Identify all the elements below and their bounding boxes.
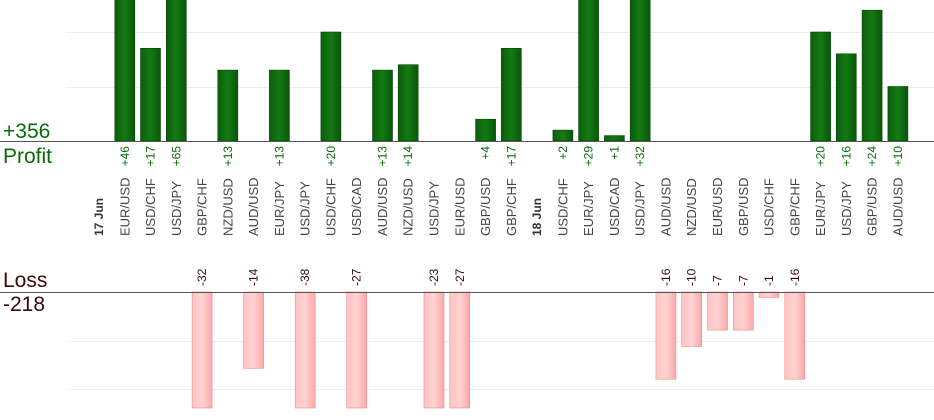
category-label: USD/CHF	[323, 178, 338, 236]
date-label: 17 Jun	[92, 198, 106, 236]
profit-bar	[397, 64, 419, 142]
profit-bar	[217, 69, 239, 142]
category-label: GBP/CHF	[195, 178, 210, 236]
category-label: EUR/JPY	[813, 181, 828, 236]
profit-value-label: +4	[479, 146, 493, 160]
loss-value-label: -16	[659, 268, 673, 286]
category-label: GBP/USD	[478, 178, 493, 237]
category-label: AUD/USD	[246, 177, 261, 236]
profit-bar	[475, 118, 496, 142]
category-label: USD/CHF	[762, 178, 777, 236]
loss-value-label: -7	[711, 275, 725, 286]
category-label: USD/JPY	[839, 181, 854, 236]
category-label: USD/JPY	[427, 181, 442, 236]
profit-value-label: +46	[118, 146, 132, 167]
category-label: USD/JPY	[633, 181, 648, 236]
category-label: GBP/USD	[865, 177, 880, 236]
profit-bar	[320, 31, 342, 142]
profit-value-label: +2	[556, 146, 570, 160]
loss-value-label: -16	[788, 268, 802, 286]
loss-total: -218	[3, 293, 46, 316]
loss-value-label: -38	[298, 268, 312, 286]
profit-bar	[835, 53, 857, 142]
profit-bar	[500, 47, 522, 142]
category-label: EUR/USD	[710, 178, 725, 237]
category-label: USD/CAD	[607, 177, 622, 236]
profit-bar	[604, 135, 625, 142]
profit-bar	[372, 69, 393, 142]
profit-value-label: +20	[814, 146, 828, 167]
loss-bar	[655, 291, 677, 380]
profit-value-label: +20	[324, 146, 338, 167]
profit-bar	[166, 0, 187, 142]
category-label: USD/CAD	[349, 177, 364, 236]
category-label: EUR/USD	[117, 178, 132, 237]
profit-value-label: +17	[144, 146, 158, 167]
loss-value-label: -10	[685, 268, 699, 286]
category-label: NZD/USD	[684, 178, 699, 236]
profit-value-label: +65	[169, 146, 183, 167]
category-label: GBP/CHF	[787, 178, 802, 236]
profit-value-label: +1	[607, 146, 621, 160]
category-label: EUR/USD	[452, 178, 467, 237]
loss-value-label: -1	[762, 275, 776, 286]
date-label: 18 Jun	[530, 198, 544, 236]
loss-bar	[707, 291, 728, 331]
profit-value-label: +29	[582, 146, 596, 167]
profit-value-label: +13	[221, 146, 235, 167]
axes	[0, 141, 934, 293]
loss-bar	[732, 291, 754, 331]
profit-label: Profit	[3, 145, 53, 168]
loss-bar	[346, 291, 368, 409]
profit-value-label: +16	[839, 146, 853, 167]
loss-value-label: -7	[736, 275, 750, 286]
category-label: AUD/USD	[375, 178, 390, 237]
profit-bar	[552, 129, 574, 142]
loss-bar	[191, 291, 213, 409]
category-label: USD/JPY	[298, 181, 313, 236]
profit-bar	[140, 47, 161, 142]
profit-bar	[887, 86, 909, 142]
profit-bar	[861, 9, 883, 142]
profit-bar	[114, 0, 136, 142]
bars	[114, 0, 909, 409]
labels: 17 Jun EUR/USD +46 USD/CHF +17 USD/JPY +65 GBP/…	[92, 146, 905, 286]
profit-value-label: +24	[865, 146, 879, 167]
category-label: AUD/USD	[890, 178, 905, 237]
profit-value-label: +32	[633, 146, 647, 167]
category-label: USD/CHF	[555, 178, 570, 236]
category-label: NZD/USD	[401, 178, 416, 236]
category-label: AUD/USD	[658, 177, 673, 236]
profit-bar	[810, 31, 831, 142]
loss-value-label: -27	[453, 268, 467, 286]
profit-value-label: +13	[272, 146, 286, 167]
loss-bar	[294, 291, 316, 409]
profit-total: +356	[3, 120, 51, 143]
category-label: NZD/USD	[220, 178, 235, 236]
loss-value-label: -23	[427, 268, 441, 286]
profit-value-label: +17	[504, 146, 518, 167]
profit-value-label: +10	[891, 146, 905, 167]
loss-bar	[681, 291, 703, 347]
category-label: EUR/JPY	[272, 181, 287, 236]
profit-value-label: +13	[376, 146, 390, 167]
category-label: GBP/CHF	[504, 178, 519, 236]
profit-bar	[269, 69, 290, 142]
loss-value-label: -27	[350, 268, 364, 286]
profit-bar	[629, 0, 651, 142]
loss-label: Loss	[3, 269, 48, 292]
loss-bar	[784, 291, 806, 380]
category-label: USD/CHF	[143, 178, 158, 236]
loss-value-label: -32	[195, 268, 209, 286]
category-label: USD/JPY	[169, 181, 184, 236]
category-label: EUR/JPY	[581, 181, 596, 236]
loss-value-label: -14	[247, 268, 261, 286]
loss-bar	[243, 291, 264, 369]
profit-bar	[578, 0, 599, 142]
loss-bar	[449, 291, 471, 409]
profit-value-label: +14	[401, 146, 415, 167]
category-label: GBP/USD	[736, 178, 751, 237]
loss-bar	[423, 291, 445, 409]
